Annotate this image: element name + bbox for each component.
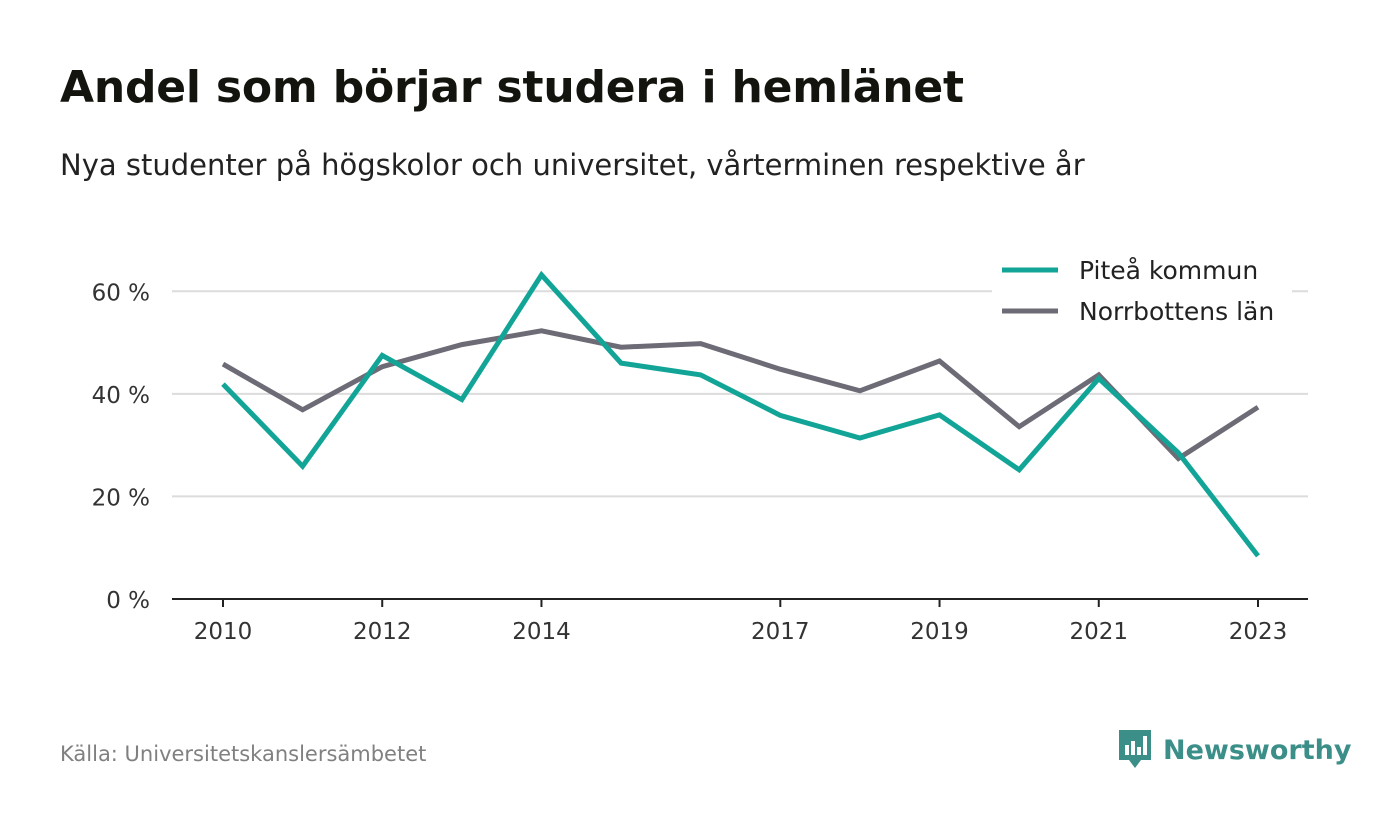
y-tick-label: 40 % [92,383,150,409]
legend-label: Norrbottens län [1079,297,1274,326]
y-tick-label: 20 % [92,485,150,511]
y-tick-label: 0 % [106,588,150,614]
legend-label: Piteå kommun [1079,256,1258,285]
x-tick-label: 2014 [512,619,571,645]
brand-logo[interactable]: Newsworthy [1117,728,1351,772]
x-tick-label: 2010 [194,619,253,645]
line-chart: 2010 2012 2014 2017 2019 2021 2023 0 % 20 % 40 %… [91,252,1308,645]
legend-background [992,252,1292,340]
legend: Piteå kommun Norrbottens län [992,252,1292,340]
x-tick-label: 2019 [910,619,969,645]
y-tick-label: 60 % [92,280,150,306]
x-tick-label: 2023 [1229,619,1288,645]
brand-name: Newsworthy [1163,734,1352,766]
x-tick-label: 2017 [751,619,810,645]
x-axis: 2010 2012 2014 2017 2019 2021 2023 [172,598,1308,645]
source-note: Källa: Universitetskanslersämbetet [60,742,427,766]
newsworthy-logo-icon [1119,730,1151,768]
y-axis-labels: 0 % 20 % 40 % 60 % [92,280,150,614]
series-lines [221,270,1260,558]
x-tick-label: 2021 [1069,619,1128,645]
chart-title: Andel som börjar studera i hemlänet [60,62,964,113]
chart-subtitle: Nya studenter på högskolor och universit… [60,148,1085,182]
series-line-1 [221,270,1260,558]
x-tick-label: 2012 [353,619,412,645]
